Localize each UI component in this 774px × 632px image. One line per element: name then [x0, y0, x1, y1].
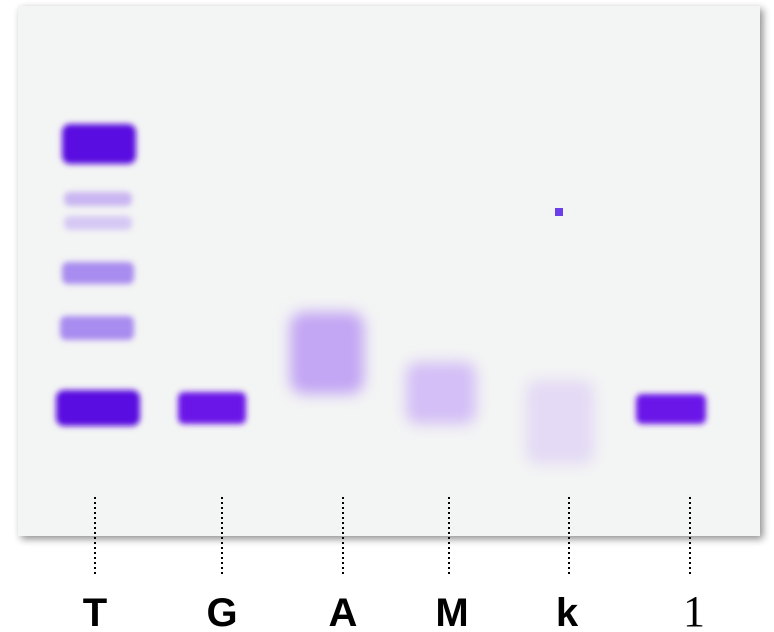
band-smear	[406, 362, 476, 424]
gel-figure: T G A M k 1	[0, 0, 774, 632]
lane-label: T	[83, 591, 107, 632]
band	[636, 394, 706, 424]
gel	[18, 6, 760, 536]
band	[56, 390, 140, 426]
band	[62, 262, 134, 284]
band-smear	[526, 380, 594, 464]
lane-label: k	[556, 591, 579, 632]
lane-label: A	[329, 591, 358, 632]
band	[64, 216, 132, 230]
band-smear	[290, 312, 364, 394]
band	[60, 316, 134, 340]
band	[64, 192, 132, 206]
lane-labels: T G A M k 1	[83, 587, 705, 632]
band	[62, 124, 136, 164]
page: {"lanes": [{"label": "T"}, {"label": "G"…	[0, 0, 774, 632]
spot	[555, 208, 563, 216]
band	[178, 392, 246, 424]
lane-label: G	[206, 591, 237, 632]
lane-label: 1	[683, 587, 705, 632]
lane-label: M	[435, 591, 468, 632]
